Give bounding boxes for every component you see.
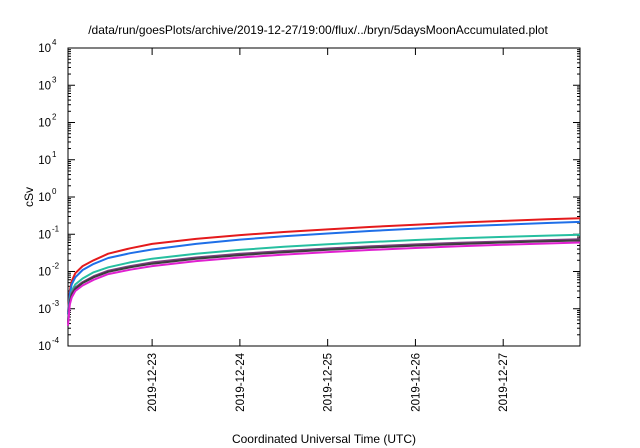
y-tick-exponent: -1 [52, 224, 60, 233]
y-tick-exponent: -4 [52, 336, 60, 345]
y-tick-label: 10 [38, 155, 51, 167]
x-tick-label: 2019-12-23 [147, 353, 159, 412]
y-tick-exponent: -2 [52, 262, 60, 271]
y-tick-label: 10 [38, 304, 51, 316]
series-layer [67, 217, 581, 326]
y-tick-label: 10 [38, 43, 51, 55]
series-line [67, 217, 581, 313]
y-tick-exponent: 0 [52, 187, 57, 196]
series-line [67, 233, 581, 321]
y-tick-label: 10 [38, 118, 51, 130]
x-tick-label: 2019-12-27 [498, 353, 510, 412]
y-tick-exponent: 4 [52, 38, 57, 47]
series-line [67, 238, 581, 322]
series-line [67, 220, 581, 315]
y-tick-exponent: 3 [52, 75, 57, 84]
y-axis-label: cSv [22, 187, 36, 207]
x-tick-label: 2019-12-26 [410, 353, 422, 412]
chart-title: /data/run/goesPlots/archive/2019-12-27/1… [88, 23, 548, 37]
series-line [67, 241, 581, 326]
y-tick-exponent: 2 [52, 113, 57, 122]
y-tick-label: 10 [38, 267, 51, 279]
plot-area-frame [67, 47, 581, 347]
y-tick-label: 10 [38, 192, 51, 204]
y-tick-label: 10 [38, 80, 51, 92]
y-tick-label: 10 [38, 229, 51, 241]
y-tick-label: 10 [38, 341, 51, 353]
axis-ticks: 10-410-310-210-11001011021031042019-12-2… [38, 38, 580, 412]
x-axis-label: Coordinated Universal Time (UTC) [232, 432, 416, 446]
x-tick-label: 2019-12-24 [235, 352, 247, 411]
y-tick-exponent: -3 [52, 299, 60, 308]
y-tick-exponent: 1 [52, 150, 57, 159]
series-line [67, 239, 581, 324]
x-tick-label: 2019-12-25 [323, 353, 335, 412]
